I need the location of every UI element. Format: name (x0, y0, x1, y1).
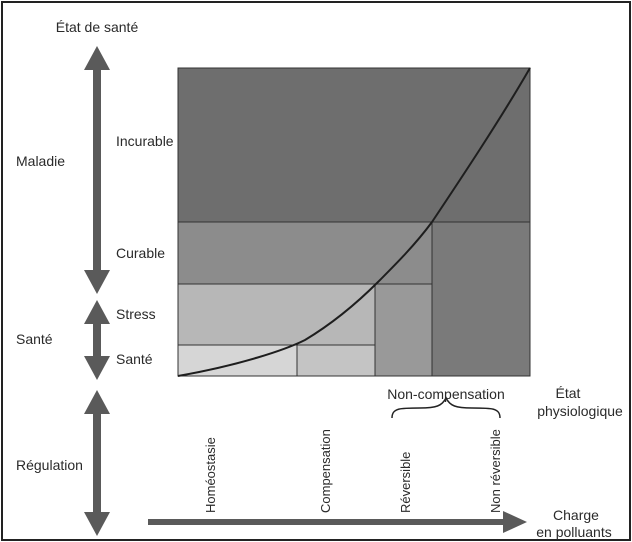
sante-arrow (84, 300, 110, 380)
label-regulation: Régulation (16, 457, 83, 473)
title: État de santé (56, 19, 139, 35)
non-compensation-label: Non-compensation (387, 386, 505, 402)
reversible-column (374, 283, 433, 377)
non-compensation-brace (391, 396, 501, 419)
level-stress: Stress (116, 306, 156, 322)
stage-compensation: Compensation (318, 429, 333, 513)
dose-response-curve (177, 67, 531, 377)
non-reversible-column (431, 221, 531, 377)
level-sante: Santé (116, 351, 153, 367)
physiologique-label: physiologique (537, 403, 623, 419)
label-maladie: Maladie (16, 153, 65, 169)
level-incurable: Incurable (116, 133, 174, 149)
x-axis-arrow (148, 511, 527, 533)
stage-non-reversible: Non réversible (488, 429, 503, 513)
etat-label: État (556, 385, 581, 401)
compensation-column (296, 344, 376, 377)
label-sante-group: Santé (16, 331, 53, 347)
stage-reversible: Réversible (398, 452, 413, 513)
x-axis-label-polluants: en polluants (536, 524, 612, 540)
regulation-arrow (84, 390, 110, 536)
sante-band (177, 344, 298, 377)
diagram-area (177, 67, 531, 377)
x-axis-label-charge: Charge (553, 507, 599, 523)
maladie-arrow (84, 46, 110, 294)
level-curable: Curable (116, 245, 165, 261)
stage-homeostasie: Homéostasie (203, 437, 218, 513)
